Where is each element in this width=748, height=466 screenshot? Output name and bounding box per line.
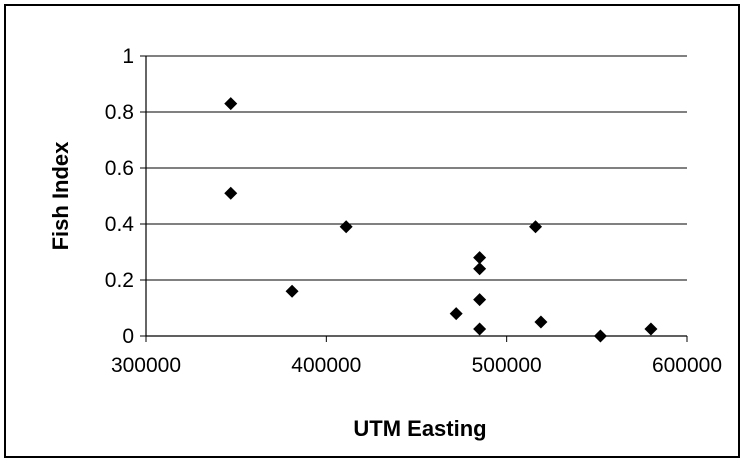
data-point-0 [224,97,238,111]
axes [140,55,688,342]
x-tick-label-0: 300000 [111,354,181,377]
data-point-12 [644,322,658,336]
y-tick-label-0: 0 [122,325,134,348]
y-tick-label-2: 0.4 [105,213,135,236]
x-tick-label-3: 600000 [652,354,722,377]
scatter-chart: 00.20.40.60.81 300000 400000 500000 600000 … [48,45,722,441]
x-axis-title: UTM Easting [353,416,486,441]
data-point-5 [473,251,487,265]
data-point-3 [339,220,353,234]
data-point-2 [285,284,299,298]
data-point-8 [473,322,487,336]
y-axis-title: Fish Index [48,141,73,251]
x-tick-label-2: 500000 [472,354,542,377]
y-tick-label-3: 0.6 [105,157,134,180]
y-tick-label-4: 0.8 [105,101,134,124]
y-tick-labels: 0 0.2 0.4 0.6 0.8 1 [105,45,135,348]
data-point-6 [473,262,487,276]
x-tick-labels: 300000 400000 500000 600000 [111,354,722,377]
data-point-4 [449,307,463,321]
data-point-11 [593,329,607,343]
chart-frame: 0 0.2 0.4 0.6 0.8 1 300000 400000 500000 600000 … [4,4,740,458]
data-point-1 [224,186,238,200]
data-point-10 [534,315,548,329]
x-tick-label-1: 400000 [291,354,361,377]
y-tick-label-5: 1 [122,45,134,68]
data-points [224,97,658,343]
y-tick-label-1: 0.2 [105,269,134,292]
gridlines [146,55,687,281]
data-point-9 [529,220,543,234]
data-point-7 [473,293,487,307]
